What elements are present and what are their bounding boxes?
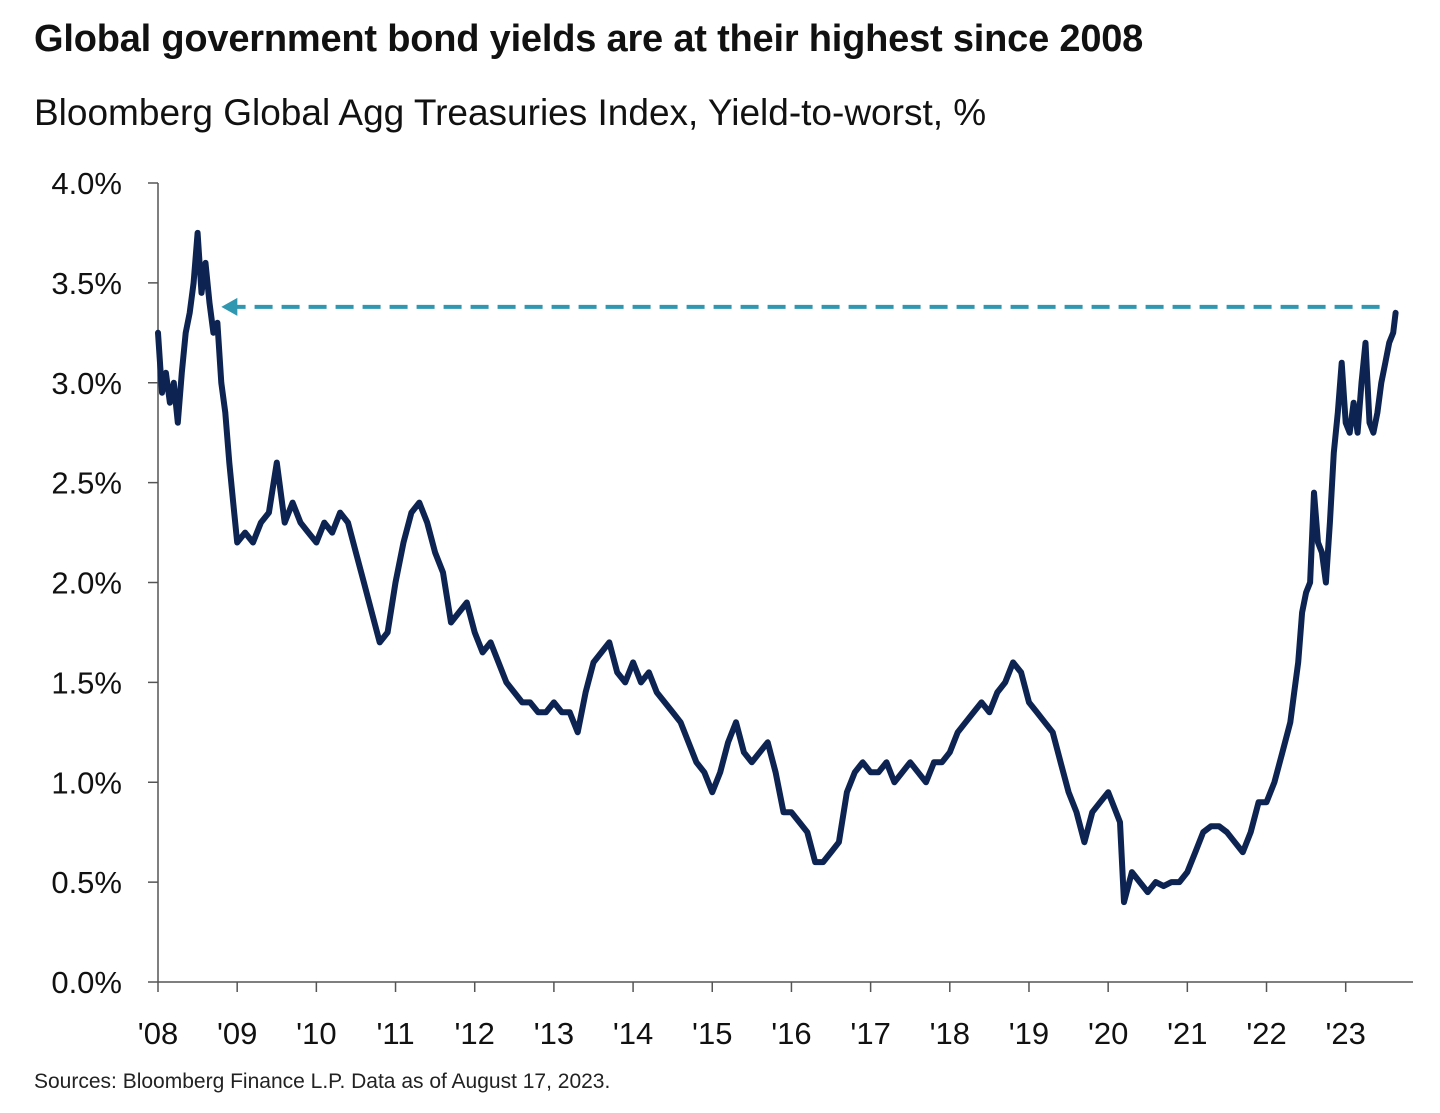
y-tick-label: 1.0%	[51, 765, 122, 800]
x-tick-label: '14	[613, 1016, 653, 1051]
y-tick-label: 4.0%	[51, 166, 122, 201]
y-tick-label: 2.5%	[51, 466, 122, 501]
plot-area	[155, 229, 1399, 906]
x-tick-label: '18	[930, 1016, 970, 1051]
x-tick-label: '15	[692, 1016, 732, 1051]
x-tick-label: '19	[1009, 1016, 1049, 1051]
x-tick-label: '10	[296, 1016, 336, 1051]
x-axis: '08 '09 '10 '11 '12 '13 '14 '15 '16 '17 '18 '19 '20 '…	[138, 981, 1413, 1051]
x-tick-label: '16	[771, 1016, 811, 1051]
yield-series-line	[155, 229, 1399, 906]
x-tick-label: '21	[1167, 1016, 1207, 1051]
y-tick-label: 3.5%	[51, 266, 122, 301]
y-tick-label: 3.0%	[51, 366, 122, 401]
x-tick-label: '11	[376, 1016, 414, 1051]
x-tick-label: '22	[1246, 1016, 1286, 1051]
x-tick-label: '23	[1325, 1016, 1365, 1051]
x-tick-label: '12	[455, 1016, 495, 1051]
x-tick-label: '20	[1088, 1016, 1128, 1051]
y-tick-label: 1.5%	[51, 665, 122, 700]
y-tick-label: 2.0%	[51, 566, 122, 601]
x-tick-label: '08	[138, 1016, 178, 1051]
x-tick-label: '17	[850, 1016, 890, 1051]
arrow-head	[221, 297, 238, 316]
source-note: Sources: Bloomberg Finance L.P. Data as …	[34, 1070, 611, 1093]
x-tick-label: '13	[534, 1016, 574, 1051]
chart-subtitle: Bloomberg Global Agg Treasuries Index, Y…	[34, 92, 987, 133]
y-axis: 0.0% 0.5% 1.0% 1.5% 2.0% 2.5% 3.0% 3.5% 4.0%	[51, 166, 159, 1000]
x-tick-label: '09	[217, 1016, 257, 1051]
y-tick-label: 0.5%	[51, 865, 122, 900]
y-tick-label: 0.0%	[51, 965, 122, 1000]
chart-title: Global government bond yields are at the…	[34, 18, 1144, 60]
